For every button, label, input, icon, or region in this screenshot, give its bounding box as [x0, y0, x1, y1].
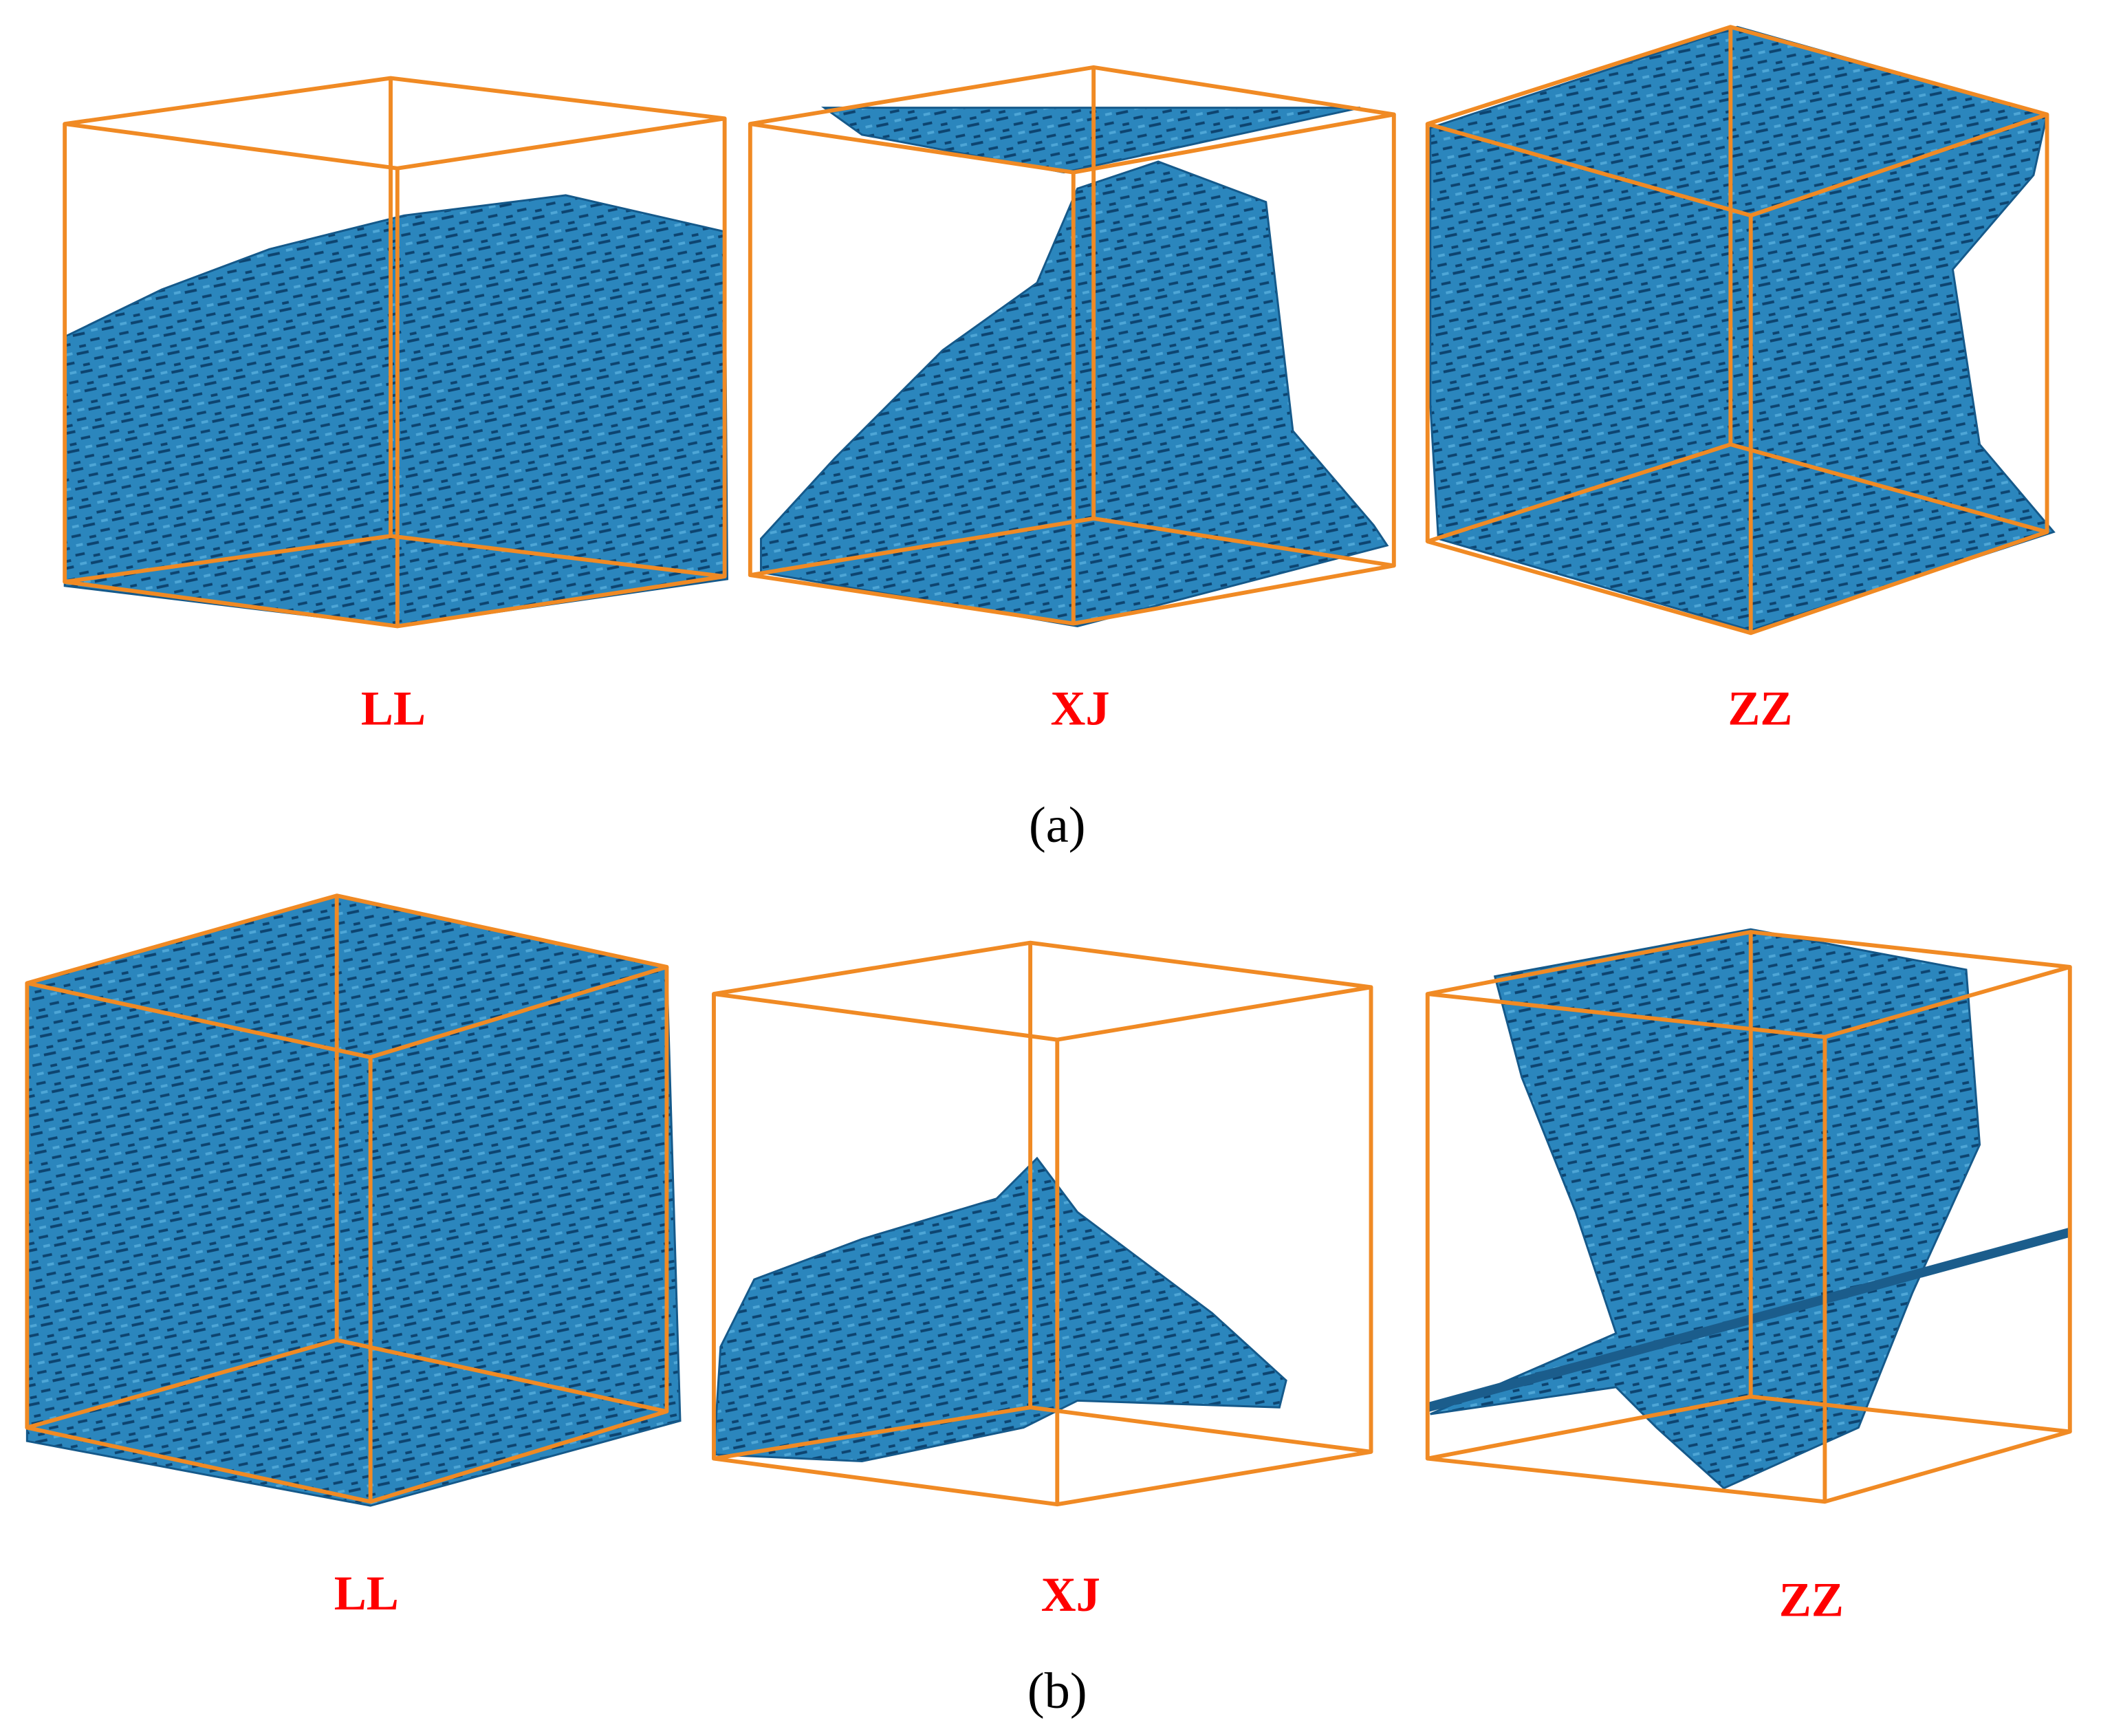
- pore-body: [1430, 928, 1981, 1490]
- cube-label: ZZ: [1728, 682, 1792, 735]
- cube-label: ZZ: [1779, 1574, 1844, 1627]
- cube-top: [63, 76, 727, 171]
- panel-caption: (a): [1029, 797, 1086, 854]
- pore-body: [1429, 25, 2056, 631]
- pore-body: [25, 894, 682, 1507]
- cube-label: LL: [361, 682, 426, 735]
- cube-top: [712, 940, 1373, 1042]
- pore-renderings: [25, 25, 2071, 1507]
- cube-label: XJ: [1051, 682, 1110, 735]
- cube-label: XJ: [1041, 1568, 1100, 1622]
- cube-label: LL: [334, 1567, 399, 1620]
- panel-caption: (b): [1027, 1663, 1087, 1719]
- cube-frames: [25, 25, 2072, 1507]
- pore-body: [712, 1156, 1287, 1463]
